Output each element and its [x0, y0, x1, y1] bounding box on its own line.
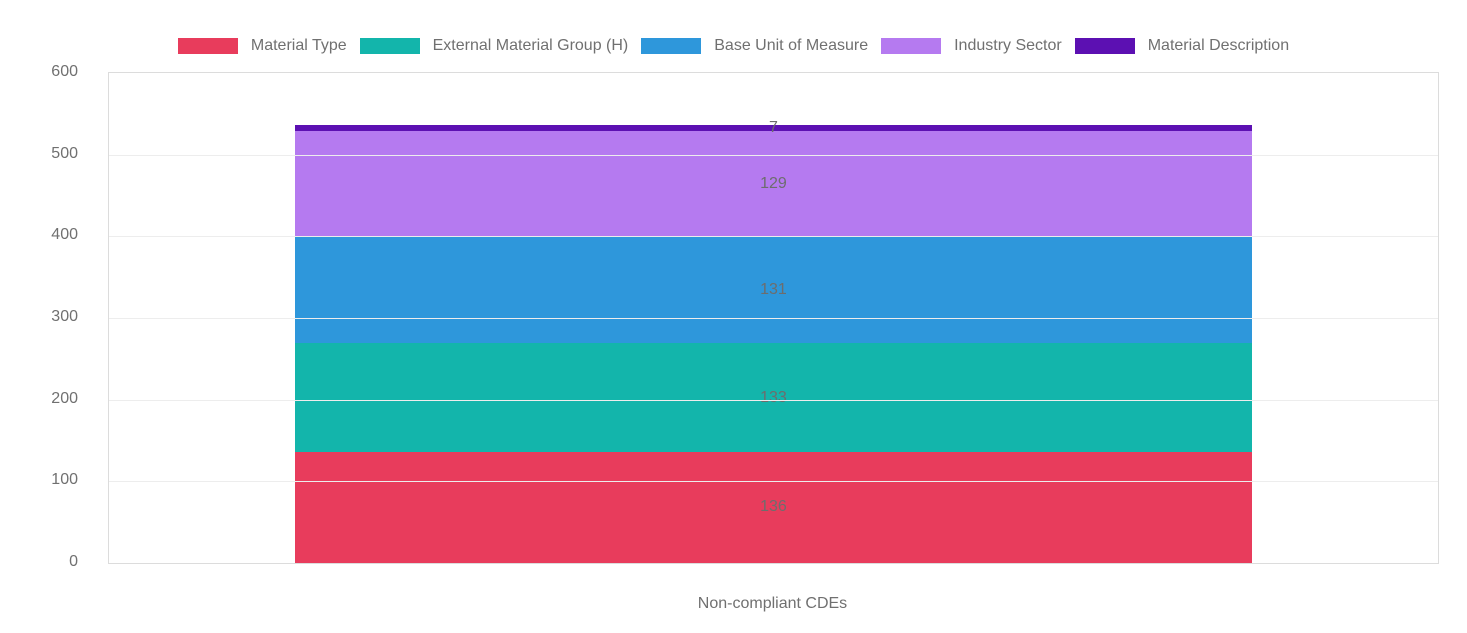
bar-segment-4[interactable]: 129: [295, 131, 1252, 237]
legend-item-5[interactable]: Material Description: [1074, 37, 1290, 54]
gridline: [109, 154, 1438, 156]
gridline: [109, 481, 1438, 483]
legend-swatch-icon: [177, 38, 238, 54]
y-tick-label: 100: [51, 471, 78, 489]
y-tick-label: 600: [51, 63, 78, 80]
legend-item-2[interactable]: External Material Group (H): [359, 37, 629, 54]
legend-item-label: Material Description: [1147, 37, 1290, 54]
y-tick-label: 500: [51, 144, 78, 162]
bar-segment-5[interactable]: 7: [295, 120, 1252, 136]
y-tick-label: 0: [69, 553, 78, 570]
y-tick-label: 400: [51, 226, 78, 244]
legend-swatch-icon: [641, 38, 702, 54]
stacked-bar: 136 133 131 129 7: [295, 73, 1252, 563]
data-label: 136: [760, 498, 787, 516]
x-axis-label: Non-compliant CDEs: [697, 595, 848, 612]
bar-segment-3[interactable]: 131: [295, 236, 1252, 344]
gridline: [109, 318, 1438, 319]
legend-item-label: Industry Sector: [954, 37, 1062, 54]
bar-segment-1[interactable]: 136: [295, 451, 1252, 563]
legend: Material Type External Material Group (H)…: [0, 38, 1467, 54]
legend-swatch-icon: [359, 38, 420, 54]
bar-segment-2[interactable]: 133: [295, 343, 1252, 452]
gridline: [109, 236, 1438, 238]
y-tick-label: 300: [51, 308, 78, 325]
legend-item-4[interactable]: Industry Sector: [881, 38, 1062, 54]
gridline: [109, 399, 1438, 401]
legend-item-1[interactable]: Material Type: [177, 37, 347, 54]
data-label: 133: [760, 388, 787, 406]
plot-area: 136 133 131 129 7: [108, 72, 1439, 564]
legend-item-label: External Material Group (H): [432, 37, 629, 54]
y-tick-label: 200: [51, 389, 78, 407]
legend-item-label: Base Unit of Measure: [714, 37, 869, 54]
data-label: 131: [760, 280, 787, 298]
legend-swatch-icon: [881, 38, 942, 54]
data-label: 7: [769, 119, 778, 137]
data-label: 129: [760, 174, 787, 192]
legend-item-label: Material Type: [250, 37, 347, 54]
legend-item-3[interactable]: Base Unit of Measure: [641, 38, 868, 54]
legend-swatch-icon: [1074, 38, 1135, 54]
